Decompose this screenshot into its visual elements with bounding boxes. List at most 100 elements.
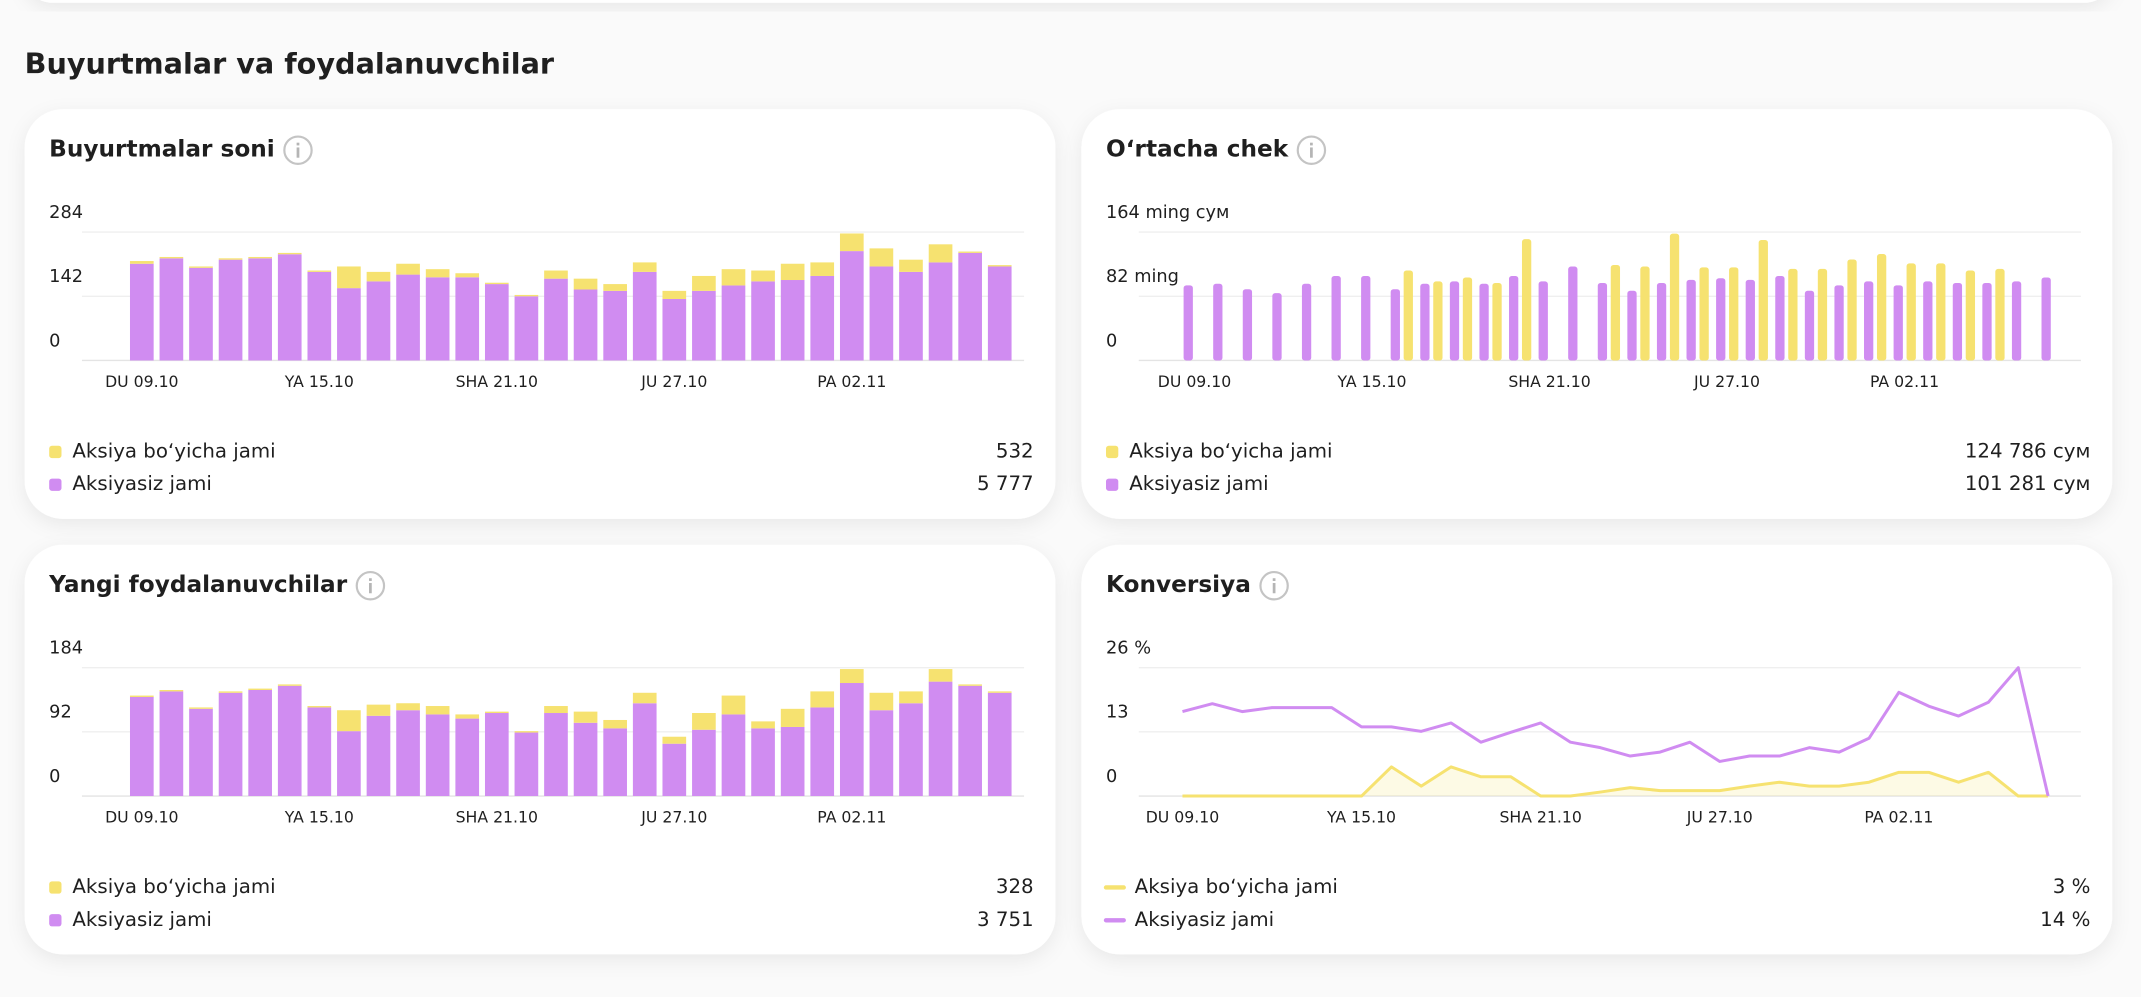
bar-segment [396,710,420,797]
bar-segment [248,256,272,259]
bar-segment [899,691,923,704]
legend-total: 3 % [2053,875,2091,898]
bar-segment [721,714,746,797]
bar-segment [810,707,835,797]
bar-segment [573,722,598,797]
legend-total: 101 281 сум [1965,472,2091,495]
line [1182,765,2049,798]
bar-segment [366,281,391,361]
info-icon[interactable] [283,135,313,165]
info-circle [355,571,386,601]
bar-segment [218,258,243,260]
info-icon[interactable] [1296,135,1327,165]
bar-segment [337,288,361,361]
info-icon[interactable] [355,571,386,601]
bar-segment [248,258,272,361]
bar-segment [958,252,982,361]
chart-title: Yangi foydalanuvchilar [48,571,348,598]
bar [1893,285,1903,361]
x-tick-label: YA 15.10 [1337,372,1407,391]
bar-segment [159,689,184,692]
legend-label: Aksiya boʻyicha jami [1135,875,1338,898]
bar [1834,285,1844,361]
info-icon[interactable] [1259,571,1289,601]
line [1182,666,2050,797]
bar-segment [692,275,716,291]
bar [1509,275,1519,361]
bar [1403,270,1413,361]
bar-segment [484,284,509,361]
x-tick-label: SHA 21.10 [1508,372,1590,391]
bar-segment [780,280,805,361]
bar [2041,277,2051,361]
bar [1923,281,1933,361]
bar-segment [396,263,420,275]
bar [1656,282,1667,361]
bar [1745,279,1755,361]
bar-segment [573,289,598,361]
bar [1847,259,1857,361]
bar-segment [484,282,509,285]
bar-segment [751,270,775,282]
bar-segment [869,710,894,797]
bar-segment [307,706,332,708]
bar-segment [751,728,775,797]
bar-segment [218,259,243,361]
y-tick-label: 142 [49,267,83,287]
bar-segment [484,713,509,797]
bar-segment [780,726,805,797]
x-tick-label: SHA 21.10 [456,807,538,826]
bar-segment [692,729,716,797]
bar-segment [958,684,982,686]
legend-marker [49,881,62,894]
info-dot [369,578,372,581]
bar-segment [603,284,627,291]
y-tick-label: 184 [49,639,83,659]
bar-segment [277,685,302,797]
bar-segment [396,703,420,711]
bar [1716,278,1726,361]
x-tick-label: PA 02.11 [1864,807,1933,826]
bar-segment [780,708,805,727]
legend-total: 328 [996,875,1034,898]
y-tick-label: 0 [49,331,60,351]
bar [1479,283,1489,361]
bar-segment [425,269,450,278]
legend-label: Aksiyasiz jami [72,908,211,931]
bar [1864,281,1874,361]
chart-title: Konversiya [1106,571,1251,598]
bar-segment [662,736,687,744]
legend-marker [1105,445,1119,459]
bar-segment [987,266,1012,361]
bar-segment [928,669,953,682]
bar [1788,268,1798,361]
chart-title: Oʻrtacha chek [1106,136,1289,163]
bar [1361,275,1371,361]
bar-segment [425,277,450,361]
legend-marker [49,478,62,491]
bar [1906,263,1916,361]
bar-segment [396,274,420,361]
bar-segment [425,706,450,715]
bar [1610,264,1621,361]
bar-segment [277,254,302,361]
info-dot [1310,142,1313,146]
bar [1965,270,1976,361]
bar-segment [662,743,687,797]
bar-segment [544,270,568,279]
bar-segment [603,728,627,797]
legend-total: 5 777 [977,472,1034,495]
bar-segment [248,688,272,690]
legend-label: Aksiya boʻyicha jami [72,439,275,462]
legend-marker [49,914,62,927]
bar [1538,281,1548,361]
bar-segment [514,731,539,733]
legend-label: Aksiya boʻyicha jami [1129,439,1332,462]
bar-segment [839,669,864,684]
y-tick-label: 26 % [1106,639,1151,659]
bar [1982,282,1992,361]
bar-segment [928,681,953,797]
bar-segment [632,271,657,361]
bar [1390,289,1400,361]
